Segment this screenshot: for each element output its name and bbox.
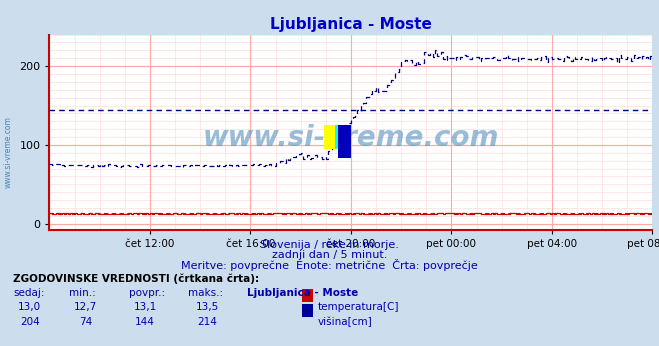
Text: 144: 144 (135, 317, 155, 327)
Text: višina[cm]: višina[cm] (318, 317, 372, 327)
Text: 13,0: 13,0 (18, 302, 42, 312)
Text: 13,5: 13,5 (196, 302, 219, 312)
Bar (335, 125, 345, 149)
Text: ZGODOVINSKE VREDNOSTI (črtkana črta):: ZGODOVINSKE VREDNOSTI (črtkana črta): (13, 273, 259, 284)
Text: min.:: min.: (69, 288, 96, 298)
Text: zadnji dan / 5 minut.: zadnji dan / 5 minut. (272, 250, 387, 260)
Bar (338, 125, 351, 158)
Text: Slovenija / reke in morje.: Slovenija / reke in morje. (260, 240, 399, 251)
Text: 13,1: 13,1 (133, 302, 157, 312)
Text: sedaj:: sedaj: (13, 288, 45, 298)
Text: www.si-vreme.com: www.si-vreme.com (203, 124, 499, 152)
Title: Ljubljanica - Moste: Ljubljanica - Moste (270, 17, 432, 32)
Text: Ljubljanica - Moste: Ljubljanica - Moste (247, 288, 358, 298)
Text: 74: 74 (79, 317, 92, 327)
Text: maks.:: maks.: (188, 288, 223, 298)
Text: 214: 214 (198, 317, 217, 327)
Bar (324, 125, 335, 149)
Text: 12,7: 12,7 (74, 302, 98, 312)
Text: 204: 204 (20, 317, 40, 327)
Text: povpr.:: povpr.: (129, 288, 165, 298)
Text: Meritve: povprečne  Enote: metrične  Črta: povprečje: Meritve: povprečne Enote: metrične Črta:… (181, 259, 478, 271)
Text: www.si-vreme.com: www.si-vreme.com (4, 116, 13, 188)
Text: temperatura[C]: temperatura[C] (318, 302, 399, 312)
